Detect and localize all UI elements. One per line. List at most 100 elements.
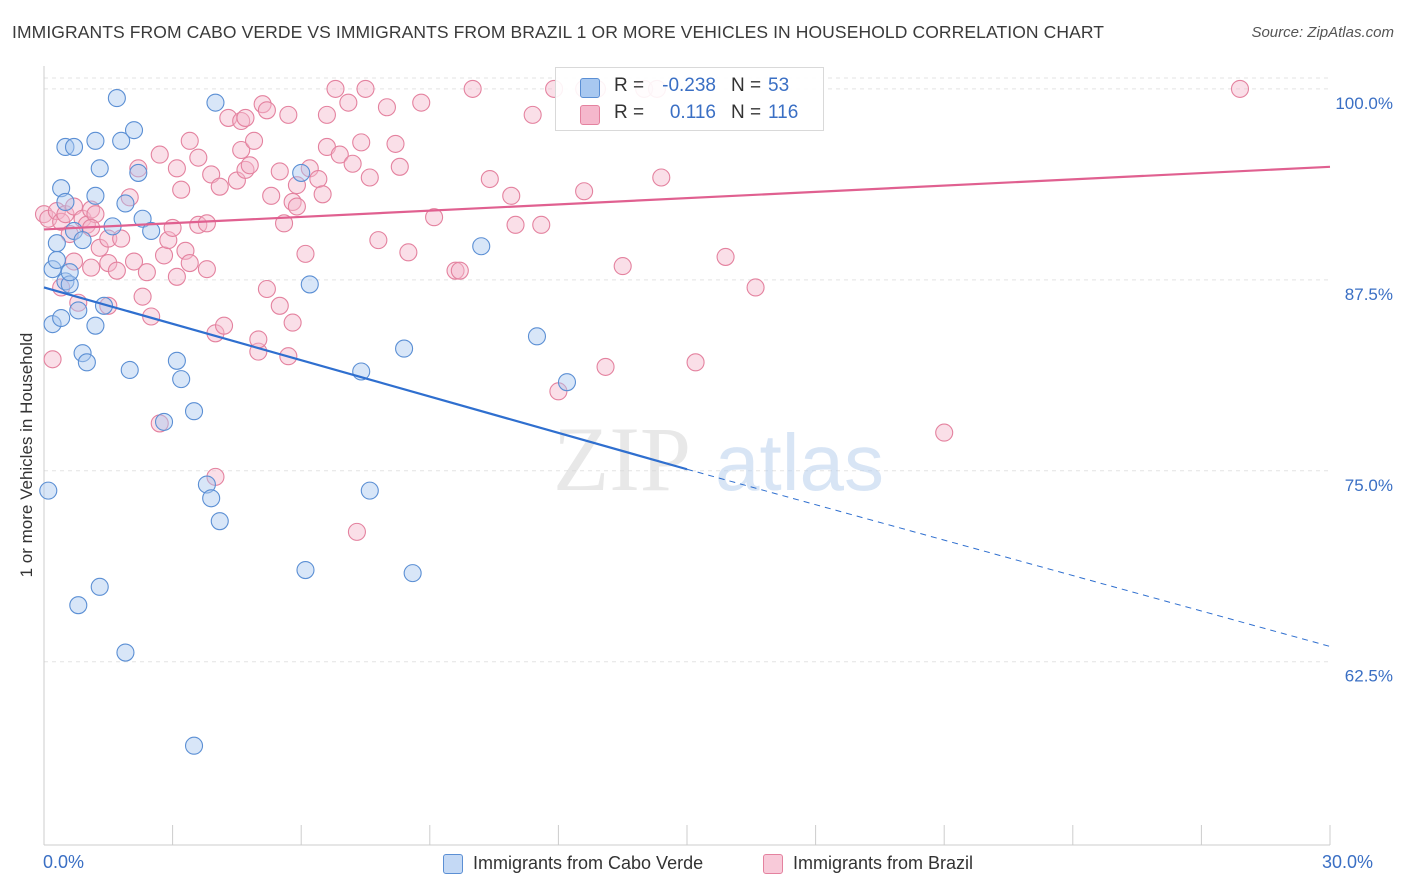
cabo-verde-point: [296, 561, 315, 580]
brazil-point: [262, 186, 281, 205]
brazil-point: [154, 246, 174, 265]
legend-label: Immigrants from Cabo Verde: [473, 853, 704, 873]
brazil-swatch: [763, 854, 783, 874]
cabo-verde-point: [90, 577, 109, 596]
brazil-point: [64, 197, 84, 216]
cabo-verde-trendline-extension: [686, 468, 1331, 647]
chart-title: IMMIGRANTS FROM CABO VERDE VS IMMIGRANTS…: [12, 22, 1105, 42]
n-value: 116: [768, 102, 799, 123]
brazil-point: [257, 101, 276, 120]
cabo-verde-point: [172, 370, 191, 389]
cabo-verde-point: [64, 137, 84, 157]
cabo-verde-point: [292, 163, 311, 182]
brazil-point: [652, 168, 671, 187]
brazil-point: [935, 423, 954, 442]
cabo-verde-point: [210, 512, 229, 531]
cabo-verde-point: [142, 221, 161, 241]
brazil-point: [309, 169, 328, 189]
brazil-point: [446, 261, 465, 280]
y-tick-label: 62.5%: [1345, 667, 1393, 686]
brazil-trendline: [43, 165, 1331, 231]
brazil-point: [279, 105, 298, 124]
cabo-verde-point: [120, 360, 139, 380]
brazil-point: [197, 214, 216, 233]
brazil-point: [356, 79, 375, 98]
brazil-point: [463, 79, 482, 98]
cabo-verde-point: [69, 301, 88, 320]
y-tick-label: 100.0%: [1335, 94, 1393, 113]
brazil-point: [202, 165, 221, 184]
brazil-point: [716, 247, 735, 266]
cabo-verde-point: [167, 351, 186, 370]
brazil-point: [296, 244, 315, 263]
cabo-verde-point: [116, 194, 135, 213]
x-axis-max-label: 30.0%: [1322, 852, 1374, 872]
brazil-point: [377, 98, 396, 117]
watermark: ZIP atlas: [553, 408, 884, 510]
cabo-verde-point: [43, 260, 62, 279]
cabo-verde-point: [154, 412, 174, 431]
cabo-verde-point: [56, 192, 75, 211]
cabo-verde-point: [86, 131, 105, 150]
brazil-point: [425, 208, 444, 227]
brazil-point: [107, 261, 126, 280]
brazil-point: [210, 177, 229, 196]
brazil-point: [129, 159, 148, 178]
brazil-point: [575, 182, 594, 201]
cabo-verde-trendline: [43, 286, 688, 471]
cabo-verde-point: [184, 736, 204, 755]
brazil-point: [167, 159, 186, 178]
cabo-verde-point: [206, 93, 225, 112]
cabo-verde-point: [112, 131, 131, 150]
brazil-point: [287, 197, 306, 216]
brazil-point: [180, 131, 199, 150]
brazil-point: [1230, 79, 1250, 98]
cabo-verde-point: [129, 163, 148, 182]
cabo-verde-point: [73, 231, 92, 250]
brazil-point: [360, 168, 379, 187]
r-value: 0.116: [669, 102, 716, 123]
cabo-verde-point: [90, 159, 109, 178]
brazil-point: [86, 205, 105, 224]
n-value: 53: [768, 75, 790, 96]
n-label: N =: [731, 75, 762, 96]
stats-row-cabo-verde: R = -0.238 N = 53: [556, 73, 823, 101]
r-label: R =: [614, 75, 645, 96]
cabo-verde-point: [39, 481, 58, 500]
cabo-verde-point: [202, 489, 221, 508]
cabo-verde-point: [73, 344, 92, 363]
brazil-point: [352, 133, 371, 152]
cabo-verde-point: [197, 475, 216, 494]
brazil-point: [172, 180, 191, 199]
x-axis-min-label: 0.0%: [43, 852, 85, 872]
brazil-point: [480, 169, 499, 189]
brazil-point: [43, 350, 62, 369]
cabo-verde-point: [124, 121, 144, 140]
brazil-point: [506, 215, 525, 234]
legend-label: Immigrants from Brazil: [793, 853, 974, 873]
y-tick-labels: 100.0% 87.5% 75.0% 62.5%: [1335, 94, 1393, 686]
brazil-point: [596, 357, 615, 376]
brazil-point: [523, 105, 542, 124]
cabo-verde-point: [52, 308, 71, 328]
brazil-point: [450, 261, 469, 280]
cabo-verde-point: [47, 250, 66, 270]
r-label: R =: [614, 102, 645, 123]
brazil-point: [124, 252, 144, 271]
series-legend: Immigrants from Cabo Verde Immigrants fr…: [0, 852, 1406, 878]
cabo-verde-point: [527, 327, 547, 346]
brazil-point: [339, 93, 358, 112]
cabo-verde-point: [116, 643, 135, 662]
brazil-point: [369, 231, 388, 250]
brazil-point: [412, 93, 431, 112]
brazil-point: [326, 79, 345, 98]
brazil-point: [275, 214, 294, 233]
brazil-point: [150, 145, 169, 164]
stats-legend: R = -0.238 N = 53 R = 0.116 N = 116: [555, 67, 824, 131]
cabo-verde-point: [300, 275, 319, 294]
brazil-point: [82, 258, 101, 277]
brazil-point: [399, 243, 418, 262]
cabo-verde-swatch: [443, 854, 463, 874]
axes: [43, 66, 1331, 846]
cabo-verde-point: [472, 237, 491, 256]
